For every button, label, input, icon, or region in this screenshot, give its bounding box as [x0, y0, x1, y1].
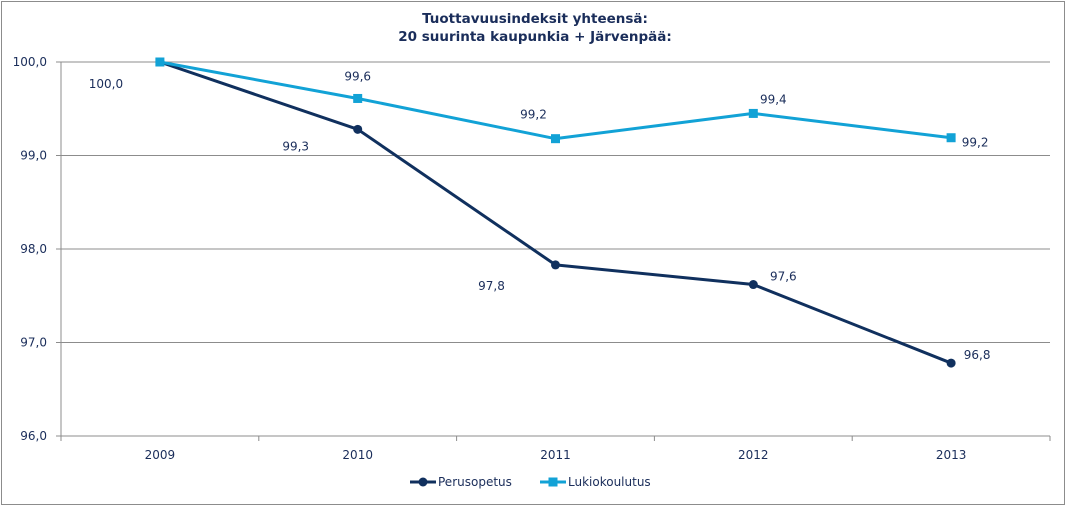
data-label: 99,3 — [282, 139, 309, 153]
series-line-lukiokoulutus — [159, 60, 952, 141]
data-point — [155, 57, 165, 67]
gridlines — [61, 61, 1050, 437]
data-label: 97,8 — [478, 279, 505, 293]
data-label: 96,8 — [964, 348, 991, 362]
chart-title-line-2: 20 suurinta kaupunkia + Järvenpää: — [398, 29, 672, 45]
chart-title-line-1: Tuottavuusindeksit yhteensä: — [422, 11, 648, 27]
data-label: 97,6 — [770, 270, 797, 284]
data-label: 99,4 — [760, 92, 787, 106]
data-point — [551, 134, 560, 144]
y-tick-label: 97,0 — [20, 336, 47, 350]
y-tick-label: 100,0 — [13, 55, 47, 69]
axes: 96,0 97,0 98,0 99,0 100,0 2009 2010 2011 2012 201… — [13, 55, 1051, 462]
legend: Perusopetus Lukiokoulutus — [410, 475, 651, 489]
x-tick-label: 2009 — [145, 448, 176, 462]
data-label: 99,2 — [520, 108, 547, 122]
data-point — [748, 108, 758, 118]
y-tick-label: 99,0 — [20, 149, 47, 163]
data-point — [353, 93, 363, 103]
legend-marker — [548, 477, 558, 487]
data-point — [748, 280, 758, 290]
legend-label: Lukiokoulutus — [568, 475, 651, 489]
legend-marker — [418, 477, 428, 487]
y-tick-label: 98,0 — [20, 242, 47, 256]
data-label: 99,2 — [962, 136, 989, 150]
data-point — [946, 133, 956, 143]
x-tick-label: 2011 — [540, 448, 571, 462]
series — [155, 57, 956, 368]
x-tick-label: 2013 — [936, 448, 967, 462]
y-tick-label: 96,0 — [20, 429, 47, 443]
x-tick-label: 2012 — [738, 448, 769, 462]
data-label: 100,0 — [89, 77, 123, 91]
data-label: 99,6 — [344, 69, 371, 83]
data-point — [551, 260, 560, 270]
data-point — [946, 358, 956, 368]
x-tick-label: 2010 — [342, 448, 373, 462]
legend-label: Perusopetus — [438, 475, 512, 489]
data-point — [353, 124, 363, 134]
data-labels: 100,0 99,3 97,8 97,6 96,8 99,6 99,2 99,4 99,2 — [89, 69, 991, 362]
series-line-perusopetus — [159, 60, 952, 365]
